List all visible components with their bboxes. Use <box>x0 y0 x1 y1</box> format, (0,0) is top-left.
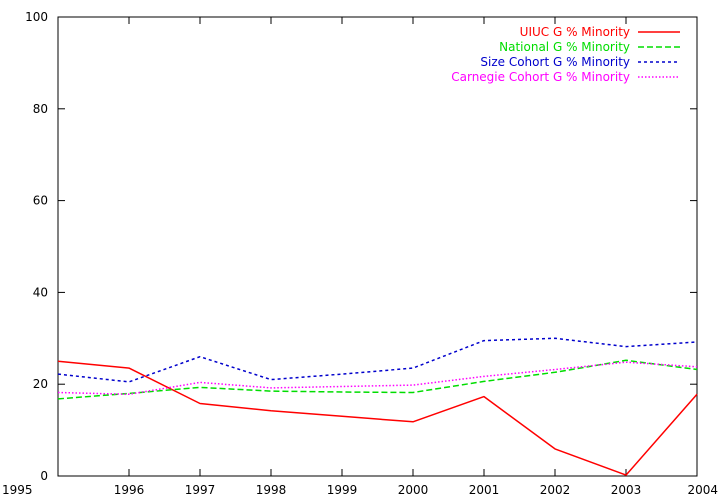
series-line <box>57 359 698 400</box>
x-tick-label: 1995 <box>2 483 33 497</box>
y-tick-label: 0 <box>40 469 48 483</box>
x-tick-label: 2001 <box>469 483 500 497</box>
plot-frame <box>57 16 698 477</box>
x-axis: 1995 1996 1997 1998 1999 2000 2001 2002 2003 2004 <box>2 17 718 497</box>
series-line <box>57 361 698 396</box>
x-tick-label: 2003 <box>611 483 642 497</box>
series-line <box>57 360 698 476</box>
x-tick-label: 1996 <box>114 483 145 497</box>
x-tick-label: 1998 <box>256 483 287 497</box>
x-tick-label: 2000 <box>398 483 429 497</box>
x-tick-label: 2004 <box>687 483 718 497</box>
x-tick-label: 1997 <box>185 483 216 497</box>
series-line <box>57 337 698 383</box>
legend-label: Carnegie Cohort G % Minority <box>451 70 630 84</box>
y-tick-label: 40 <box>33 285 48 299</box>
y-tick-label: 60 <box>33 194 48 208</box>
y-axis: 0 20 40 60 80 100 <box>25 10 697 483</box>
legend-label: National G % Minority <box>499 40 630 54</box>
y-tick-label: 80 <box>33 102 48 116</box>
y-tick-label: 20 <box>33 377 48 391</box>
y-tick-label: 100 <box>25 10 48 24</box>
legend-label: UIUC G % Minority <box>520 25 630 39</box>
legend-label: Size Cohort G % Minority <box>480 55 630 69</box>
x-tick-label: 1999 <box>327 483 358 497</box>
x-tick-label: 2002 <box>540 483 571 497</box>
series-layer <box>57 337 698 476</box>
